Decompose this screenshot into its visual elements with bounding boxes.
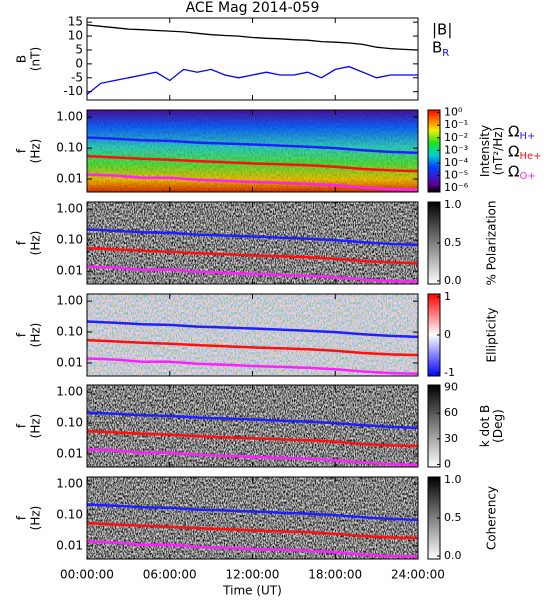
y-tick-label: -10: [63, 84, 83, 98]
y-tick-label: 5: [75, 42, 83, 56]
colorbar-tick-label: 90: [444, 381, 458, 394]
colorbar-tick-label: -1: [444, 366, 455, 379]
y-tick-label: 0.01: [56, 447, 83, 461]
y-axis-label: (Hz): [29, 139, 43, 164]
series-line: [87, 65, 418, 95]
y-tick-label: 0.01: [56, 356, 83, 370]
colorbar-tick-label: 10⁻²: [444, 131, 468, 144]
colorbar-label: k dot B: [478, 405, 492, 447]
y-axis-label: (Hz): [29, 506, 43, 531]
colorbar-tick-label: 10⁻¹: [444, 118, 468, 131]
colorbar-tick-label: 0.5: [444, 511, 462, 524]
colorbar-tick-label: 10⁻³: [444, 143, 468, 156]
gyro-line: [87, 154, 418, 173]
gyro-line: [87, 429, 418, 448]
y-axis-label: f: [15, 423, 29, 428]
legend-subscript: R: [442, 48, 449, 59]
gyro-line: [87, 265, 418, 283]
colorbar-tick-label: 10⁰: [444, 106, 463, 119]
colorbar-label: % Polarization: [485, 201, 499, 286]
colorbar-tick-label: 10⁻⁴: [444, 156, 469, 169]
x-tick-label: 00:00:00: [60, 568, 114, 582]
gyro-legend: ΩO+: [508, 163, 536, 183]
colorbar: [427, 109, 441, 193]
colorbar-tick-label: 1.0: [444, 198, 462, 211]
gyro-line: [87, 320, 418, 339]
gyro-line: [87, 448, 418, 466]
y-tick-label: 0.10: [56, 325, 83, 339]
y-tick-label: 0: [75, 56, 83, 70]
legend-entry: |B|: [432, 21, 452, 39]
y-axis-label: f: [15, 240, 29, 245]
y-tick-label: 0.10: [56, 508, 83, 522]
y-axis-label: f: [15, 515, 29, 520]
colorbar-tick-label: 0: [444, 457, 451, 470]
gyro-line: [87, 173, 418, 191]
y-axis-label: B: [15, 55, 29, 63]
colorbar-tick-label: 10⁻⁶: [444, 181, 469, 194]
colorbar-tick-label: 60: [444, 406, 458, 419]
colorbar-label: Ellipticity: [485, 308, 499, 363]
y-axis-label: f: [15, 148, 29, 153]
gyro-legend-subscript: He+: [519, 151, 541, 162]
colorbar-tick-label: 1: [444, 290, 451, 303]
y-tick-label: 1.00: [56, 385, 83, 399]
legend-entry: BR: [432, 39, 449, 60]
y-tick-label: 1.00: [56, 202, 83, 216]
y-tick-label: 0.10: [56, 141, 83, 155]
y-axis-label: (Hz): [29, 231, 43, 256]
y-tick-label: -5: [71, 70, 83, 84]
colorbar-tick-label: 1.0: [444, 473, 462, 486]
colorbar-label: (nT²/Hz): [491, 127, 505, 175]
y-tick-label: 0.01: [56, 172, 83, 186]
y-tick-label: 10: [68, 29, 83, 43]
colorbar-tick-label: 0.0: [444, 549, 462, 562]
y-axis-label: (Hz): [29, 414, 43, 439]
colorbar-tick-label: 0: [444, 328, 451, 341]
y-tick-label: 1.00: [56, 110, 83, 124]
y-tick-label: 0.10: [56, 233, 83, 247]
gyro-line: [87, 338, 418, 357]
colorbar-tick-label: 0.0: [444, 274, 462, 287]
x-tick-label: 06:00:00: [143, 568, 197, 582]
y-axis-label: (Hz): [29, 323, 43, 348]
gyro-line: [87, 521, 418, 540]
colorbar-tick-label: 30: [444, 432, 458, 445]
colorbar-tick-label: 0.5: [444, 236, 462, 249]
colorbar-label: Coherency: [485, 486, 499, 550]
x-axis-label: Time (UT): [222, 584, 282, 598]
x-tick-label: 18:00:00: [308, 568, 362, 582]
gyro-line: [87, 228, 418, 247]
gyro-legend: ΩH+: [508, 123, 535, 143]
y-tick-label: 1.00: [56, 477, 83, 491]
colorbar-tick-label: 10⁻⁵: [444, 169, 468, 182]
y-axis-label: (nT): [29, 47, 43, 71]
gyro-line: [87, 411, 418, 430]
gyro-legend: ΩHe+: [508, 143, 542, 163]
y-tick-label: 0.10: [56, 416, 83, 430]
plot-frame: [86, 17, 419, 101]
gyro-line: [87, 540, 418, 558]
gyro-line: [87, 503, 418, 522]
colorbar-label: (Deg): [491, 409, 505, 443]
y-axis-label: f: [15, 332, 29, 337]
colorbar: [427, 384, 441, 468]
gyro-legend-subscript: O+: [519, 171, 535, 182]
y-tick-label: 15: [68, 15, 83, 29]
y-tick-label: 0.01: [56, 539, 83, 553]
chart-title: ACE Mag 2014-059: [186, 0, 320, 16]
x-tick-label: 24:00:00: [391, 568, 445, 582]
series-line: [87, 24, 418, 51]
gyro-line: [87, 357, 418, 375]
gyro-legend-subscript: H+: [519, 131, 535, 142]
y-tick-label: 1.00: [56, 294, 83, 308]
colorbar-label: Intensity: [478, 125, 492, 177]
gyro-line: [87, 136, 418, 155]
x-tick-label: 12:00:00: [226, 568, 280, 582]
gyro-line: [87, 246, 418, 265]
y-tick-label: 0.01: [56, 264, 83, 278]
